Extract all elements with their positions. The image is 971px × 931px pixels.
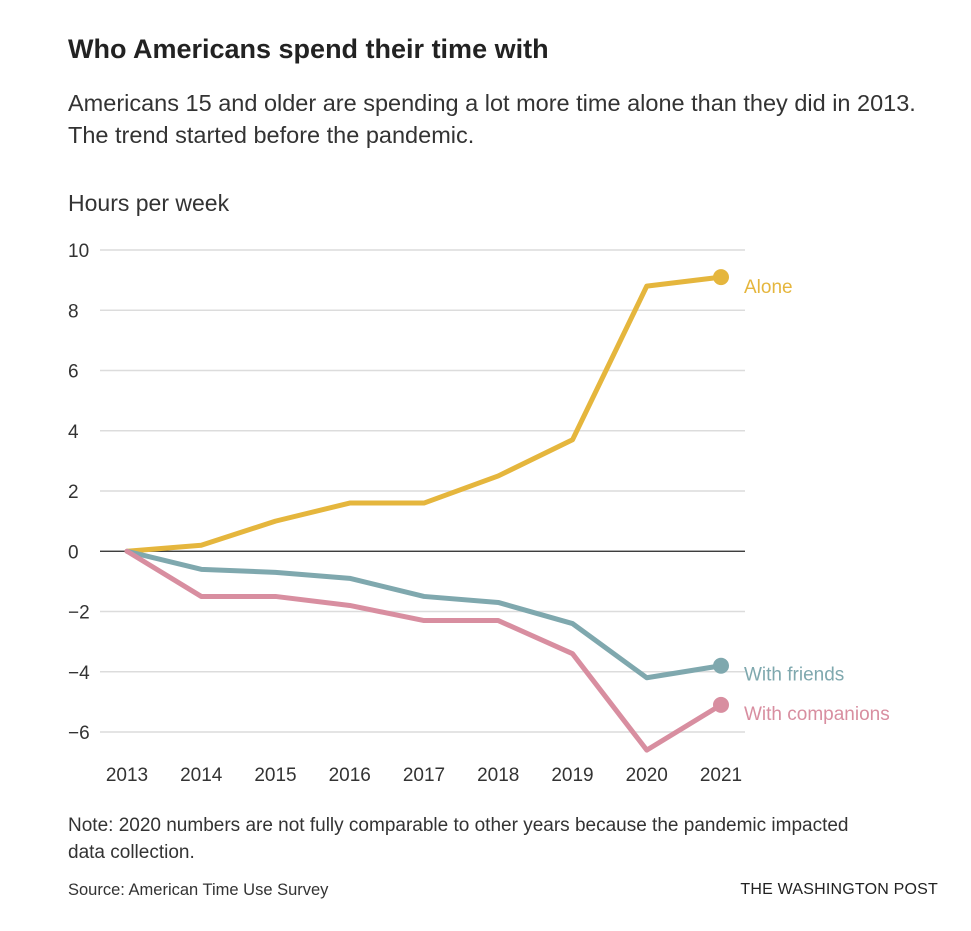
series-label-with-companions: With companions: [744, 704, 890, 725]
y-tick-label: −2: [68, 603, 90, 624]
series-endpoint-with-friends: [713, 657, 729, 674]
series-label-alone: Alone: [744, 277, 793, 298]
y-tick-label: 2: [68, 482, 79, 503]
y-tick-label: 6: [68, 362, 79, 383]
x-tick-label: 2014: [180, 765, 223, 786]
chart-subtitle: Americans 15 and older are spending a lo…: [68, 90, 916, 148]
y-tick-label: 10: [68, 241, 89, 262]
y-tick-label: −4: [68, 663, 90, 684]
x-tick-label: 2016: [329, 765, 371, 786]
x-tick-label: 2013: [106, 765, 148, 786]
chart-source: Source: American Time Use Survey: [68, 881, 329, 899]
y-axis-ticks: 10 8 6 4 2 0 −2 −4 −6: [68, 241, 90, 744]
x-tick-label: 2015: [254, 765, 296, 786]
series-endpoint-with-companions: [713, 696, 729, 713]
gridlines: [100, 249, 745, 733]
series-endpoint-alone: [713, 269, 729, 286]
series-label-with-friends: With friends: [744, 665, 844, 686]
publisher-credit: THE WASHINGTON POST: [740, 881, 938, 898]
x-tick-label: 2019: [551, 765, 593, 786]
series-labels: Alone With friends With companions: [744, 277, 890, 725]
x-tick-label: 2020: [626, 765, 668, 786]
y-tick-label: 8: [68, 301, 79, 322]
chart-note: Note: 2020 numbers are not fully compara…: [68, 815, 849, 863]
y-tick-label: 0: [68, 542, 79, 563]
x-tick-label: 2017: [403, 765, 445, 786]
chart-title: Who Americans spend their time with: [68, 34, 549, 64]
series-line-with-companions: [124, 548, 724, 753]
x-tick-label: 2018: [477, 765, 519, 786]
y-tick-label: 4: [68, 422, 79, 443]
x-tick-label: 2021: [700, 765, 742, 786]
y-axis-label: Hours per week: [68, 190, 230, 216]
y-tick-label: −6: [68, 723, 90, 744]
series-line-alone: [124, 274, 724, 554]
series-line-with-friends: [124, 548, 724, 681]
x-axis-ticks: 2013 2014 2015 2016 2017 2018 2019 2020 2021: [106, 765, 742, 786]
series-lines: [124, 269, 729, 753]
